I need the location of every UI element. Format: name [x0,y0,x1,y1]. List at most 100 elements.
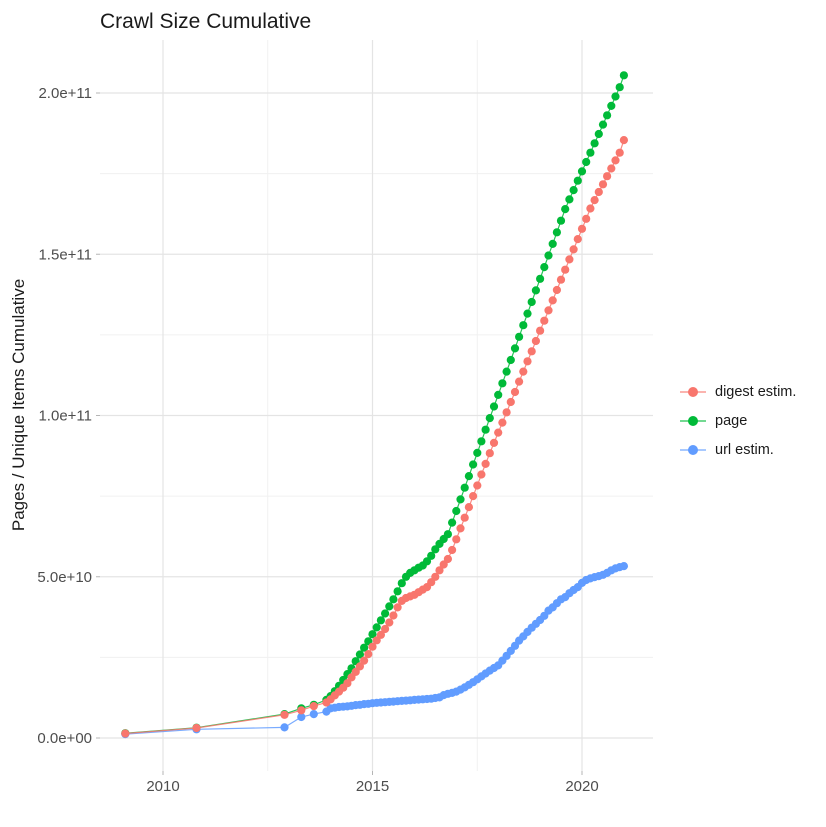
data-point-page [469,460,478,469]
data-point-digest [590,196,599,205]
legend-key-url [680,444,706,456]
legend-label-page: page [715,412,748,429]
series-layer [121,71,629,739]
data-point-digest [556,275,566,284]
data-point-page [376,616,385,625]
data-point-page [489,402,499,411]
data-point-page [448,518,457,527]
data-point-page [427,551,436,560]
data-point-digest [527,347,536,356]
data-point-digest [569,245,578,254]
legend-item-url-estim: url estim. [680,435,796,464]
data-point-page [481,425,490,434]
data-point-digest [573,235,582,244]
data-point-digest [481,459,490,468]
data-point-digest [452,535,461,544]
data-point-digest [494,428,503,437]
data-point-digest [456,524,465,533]
legend-item-page: page [680,406,796,435]
data-point-page [544,251,553,260]
data-point-page [586,148,595,157]
data-point-page [498,379,507,388]
legend-key-dot-icon [688,386,698,397]
data-point-digest [544,306,553,315]
x-axis-tick-label: 2010 [146,778,179,795]
data-point-page [443,530,452,539]
data-point-digest [477,470,486,479]
data-point-digest [443,554,452,564]
data-point-digest [594,187,603,197]
data-point-digest [506,397,515,407]
data-point-page [603,111,612,120]
data-point-page [460,483,469,492]
data-point-page [607,101,616,110]
legend-label-digest: digest estim. [715,383,797,400]
data-point-digest [381,624,390,634]
data-point-page [473,448,482,457]
data-point-digest [502,408,511,417]
data-point-digest [577,224,587,233]
data-point-digest [280,710,289,719]
data-point-page [506,355,515,365]
series-digest [121,136,629,738]
data-point-digest [519,367,528,376]
data-point-page [582,157,591,167]
data-point-digest [607,164,616,173]
data-point-digest [565,255,574,264]
data-point-page [393,587,402,596]
data-point-page [527,297,536,307]
legend-key-dot-icon [688,415,698,426]
data-point-url [619,562,629,571]
data-point-digest [536,326,545,335]
data-point-digest [603,172,612,181]
data-point-page [594,129,603,139]
data-point-digest [360,656,369,665]
data-point-page [540,263,549,272]
data-point-digest [389,611,398,620]
data-point-digest [376,630,385,639]
data-point-page [561,205,570,214]
data-point-page [360,643,369,652]
data-point-digest [368,642,377,651]
legend-item-digest-estim: digest estim. [680,377,796,406]
data-point-digest [619,136,629,145]
data-point-page [368,630,377,639]
data-point-digest [393,603,402,612]
data-point-page [519,321,528,330]
legend-key-dot-icon [688,444,698,455]
x-axis-tick-label: 2020 [565,778,598,795]
data-point-page [598,120,608,129]
data-point-url [280,723,289,732]
data-point-page [355,650,364,659]
data-point-page [536,274,545,283]
data-point-page [615,83,624,92]
data-point-digest [309,702,318,711]
data-point-digest [364,650,373,659]
data-point-page [515,332,524,341]
grid-layer [100,40,653,771]
data-point-digest [540,316,549,325]
data-point-digest [448,545,457,555]
data-point-digest [297,706,306,715]
data-point-page [552,228,562,237]
data-point-digest [485,449,494,458]
data-point-digest [611,156,620,165]
legend-label-url: url estim. [715,441,774,458]
data-point-digest [582,214,591,223]
data-point-page [381,609,390,618]
data-point-page [510,344,520,353]
data-point-digest [531,336,541,346]
y-axis-tick-label: 1.5e+11 [38,246,92,263]
legend-key-page [680,415,706,427]
data-point-digest [469,492,478,501]
data-point-digest [460,513,469,522]
data-point-page [611,92,620,101]
data-point-digest [586,204,595,213]
data-point-page [456,495,465,504]
data-point-digest [435,566,444,575]
data-point-digest [615,148,624,157]
data-point-page [569,186,578,195]
axis-layer: 2010 2015 2020 0.0e+00 5.0e+10 1.0e+11 1.5e+11… [37,85,598,795]
data-point-digest [598,180,608,189]
